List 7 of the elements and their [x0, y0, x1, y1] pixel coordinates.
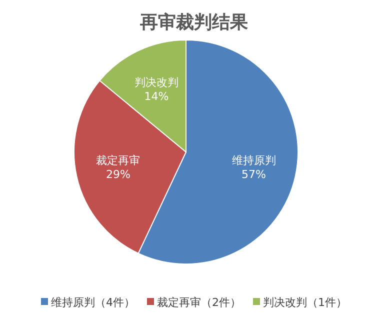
data-label: 维持原判 57%: [232, 154, 276, 182]
data-label: 裁定再审 29%: [96, 154, 140, 182]
data-label: 判决改判 14%: [134, 76, 178, 104]
legend-label: 判决改判（1件）: [263, 296, 347, 309]
chart-title: 再审裁判结果: [139, 12, 249, 33]
legend-label: 维持原判（4件）: [51, 296, 135, 309]
legend-label: 裁定再审（2件）: [157, 296, 241, 309]
